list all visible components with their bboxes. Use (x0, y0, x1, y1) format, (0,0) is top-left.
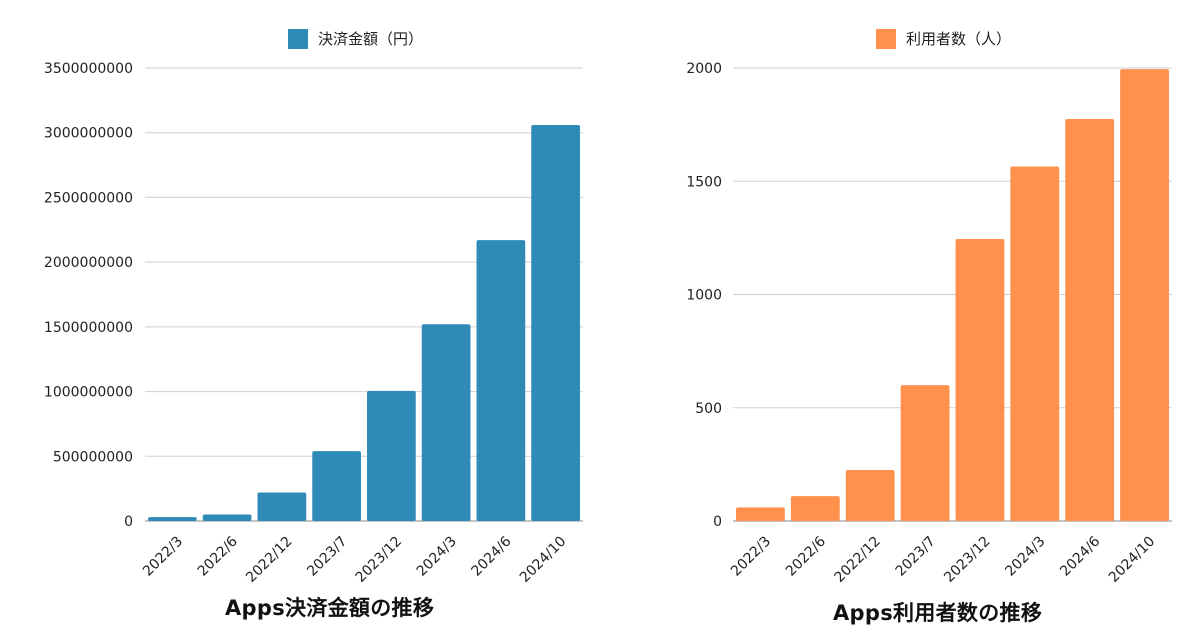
bar (257, 492, 307, 521)
x-tick-label: 2022/6 (783, 533, 829, 579)
y-tick-label: 3000000000 (44, 126, 133, 142)
payment-amount-title: Apps決済金額の推移 (225, 596, 435, 620)
bar (531, 124, 580, 521)
bar (1065, 118, 1115, 522)
x-tick-label: 2024/10 (1106, 533, 1158, 585)
bar (845, 470, 895, 521)
bar (148, 517, 197, 521)
x-tick-label: 2022/3 (728, 533, 774, 579)
user-count-chart: 利用者数（人） 0 500 1000 1500 2000 2022/3 2022/6 2022… (600, 0, 1200, 630)
legend-swatch (876, 28, 896, 49)
bar (202, 514, 252, 521)
x-tick-label: 2024/3 (414, 533, 460, 579)
legend-label: 利用者数（人） (906, 30, 1012, 48)
x-tick-label: 2023/12 (941, 533, 993, 585)
legend-swatch (288, 28, 308, 49)
payment-amount-legend: 決済金額（円） (288, 28, 423, 49)
payment-amount-plot: 0 500000000 1000000000 1500000000 2000000000… (44, 61, 583, 586)
x-tick-label: 2023/12 (353, 533, 405, 585)
y-tick-label: 2000 (686, 61, 722, 77)
x-tick-label: 2024/3 (1002, 533, 1048, 579)
bar (421, 324, 471, 521)
bar (900, 385, 950, 521)
bar (1010, 166, 1060, 521)
y-tick-label: 0 (713, 514, 722, 530)
bar (736, 507, 785, 521)
y-tick-label: 2500000000 (44, 190, 133, 206)
bar (476, 240, 526, 521)
y-tick-label: 3500000000 (44, 61, 133, 77)
x-tick-label: 2024/6 (1057, 533, 1103, 579)
x-tick-label: 2024/10 (517, 533, 569, 585)
x-tick-label: 2023/7 (304, 533, 350, 579)
legend-label: 決済金額（円） (318, 30, 424, 48)
x-tick-label: 2022/12 (243, 533, 295, 585)
x-tick-label: 2023/7 (893, 533, 939, 579)
bar (312, 451, 361, 521)
x-tick-label: 2024/6 (468, 533, 514, 579)
x-tick-label: 2022/3 (140, 533, 186, 579)
y-tick-label: 1500 (686, 174, 722, 190)
y-tick-label: 1500000000 (44, 320, 133, 336)
bar (1120, 69, 1169, 521)
payment-amount-chart: 決済金額（円） 0 500000000 1000000000 1500000000 20… (44, 28, 583, 620)
x-tick-label: 2022/6 (195, 533, 241, 579)
y-tick-label: 1000000000 (44, 385, 133, 401)
bar (790, 496, 840, 521)
user-count-legend: 利用者数（人） (876, 28, 1011, 49)
y-tick-label: 2000000000 (44, 255, 133, 271)
y-tick-label: 0 (124, 514, 133, 530)
bar (367, 390, 416, 521)
y-tick-label: 500000000 (53, 449, 133, 465)
y-tick-label: 1000 (686, 288, 722, 304)
bar (955, 239, 1005, 521)
user-count-title: Apps利用者数の推移 (833, 601, 1043, 625)
x-tick-label: 2022/12 (831, 533, 883, 585)
y-tick-label: 500 (695, 401, 722, 417)
